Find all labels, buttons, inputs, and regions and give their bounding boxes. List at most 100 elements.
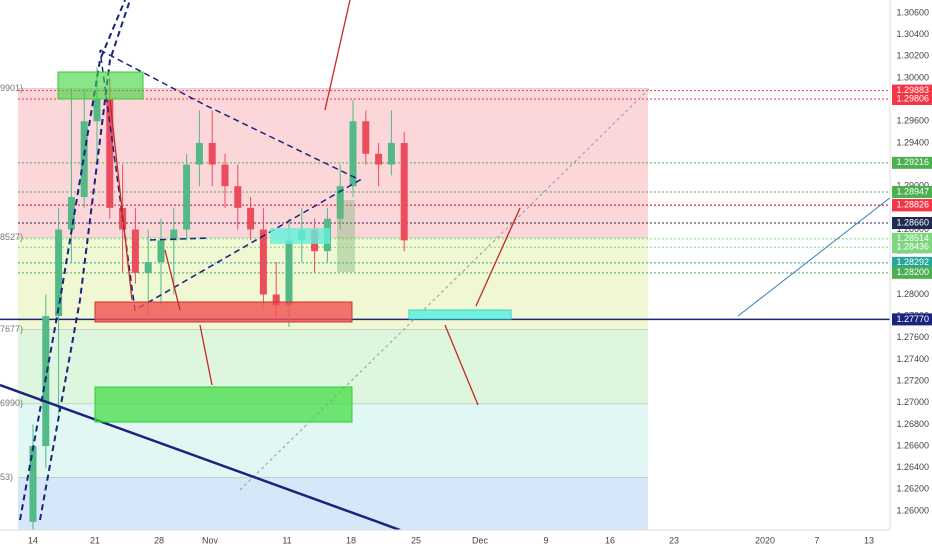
price-tag-label: 1.28292 (896, 257, 929, 267)
x-tick-label: 21 (90, 535, 100, 545)
candle-body (387, 142, 395, 165)
candle-body (55, 229, 63, 317)
candle-body (285, 240, 293, 306)
x-tick-label: 16 (605, 535, 615, 545)
y-tick-label: 1.28000 (896, 289, 929, 299)
candle-body (208, 142, 216, 165)
price-tag-label: 1.29883 (896, 85, 929, 95)
triangle (99, 49, 362, 312)
pattern-line (149, 237, 211, 241)
price-tag (892, 241, 932, 254)
candle-body (93, 99, 101, 122)
channel-line (39, 0, 131, 521)
candle-body (29, 446, 37, 522)
fib-label: 9901) (0, 83, 23, 93)
price-tag (892, 199, 932, 212)
x-tick-label: 14 (28, 535, 38, 545)
candle-body (106, 99, 114, 208)
axis-labels: 9901) 8527) 7677) 6990) 53) 1.30600 1.30400 1.3… (0, 7, 932, 545)
candle-body (80, 121, 88, 198)
drawings (0, 0, 901, 532)
candle-body (247, 207, 255, 230)
candle-body (234, 186, 242, 208)
price-tag (892, 217, 932, 230)
x-tick-label: 28 (154, 535, 164, 545)
y-tick-label: 1.26800 (896, 419, 929, 429)
price-tag-label: 1.28200 (896, 267, 929, 277)
price-tag (892, 313, 932, 326)
zone-box (94, 386, 353, 423)
price-tag-label: 1.28514 (896, 233, 929, 243)
candle-body (400, 142, 408, 241)
candle-body (170, 229, 178, 241)
time-axis (0, 530, 932, 550)
price-tag-label: 1.29216 (896, 157, 929, 167)
x-tick-label: 23 (669, 535, 679, 545)
arrows (109, 0, 521, 406)
x-tick-label: 7 (814, 535, 819, 545)
candle-body (144, 262, 152, 273)
fib-label: 8527) (0, 232, 23, 242)
fib-zone (18, 477, 648, 530)
y-tick-label: 1.30400 (896, 29, 929, 39)
x-tick-label: 2020 (755, 535, 775, 545)
price-tag-label: 1.27770 (896, 314, 929, 324)
candle-body (67, 197, 75, 230)
y-tick-label: 1.30600 (896, 7, 929, 17)
y-tick-label: 1.29400 (896, 137, 929, 147)
candle-body (349, 121, 357, 187)
zone-box (57, 71, 144, 100)
y-tick-label: 1.29600 (896, 116, 929, 126)
candle-body (183, 164, 191, 230)
price-tag (892, 185, 932, 198)
x-tick-label: 18 (346, 535, 356, 545)
price-tag-label: 1.28436 (896, 242, 929, 252)
y-tick-label: 1.27000 (896, 397, 929, 407)
y-tick-label: 1.26400 (896, 462, 929, 472)
y-tick-label: 1.26200 (896, 484, 929, 494)
candle-body (157, 240, 165, 263)
zone-box (337, 200, 355, 272)
y-tick-label: 1.27200 (896, 375, 929, 385)
price-tag (892, 156, 932, 169)
fib-zones (18, 88, 648, 530)
y-tick-label: 1.30000 (896, 72, 929, 82)
candle-body (195, 142, 203, 165)
y-tick-label: 1.29000 (896, 181, 929, 191)
y-tick-label: 1.27400 (896, 354, 929, 364)
candle-body (362, 121, 370, 154)
x-tick-label: 11 (282, 535, 291, 545)
x-tick-label: 9 (543, 535, 548, 545)
x-tick-label: 25 (411, 535, 421, 545)
price-tag (892, 266, 932, 279)
y-tick-label: 1.27600 (896, 332, 929, 342)
candle-body (375, 153, 383, 165)
price-tag (892, 92, 932, 105)
candle-body (131, 229, 139, 273)
trend-line (0, 383, 401, 532)
x-tick-label: Dec (472, 535, 489, 545)
price-tag-label: 1.28660 (896, 217, 929, 227)
y-tick-label: 1.30200 (896, 51, 929, 61)
price-tag-label: 1.28826 (896, 199, 929, 209)
fib-label: 7677) (0, 324, 23, 334)
price-tag-label: 1.28947 (896, 186, 929, 196)
zone-box (408, 309, 512, 320)
fib-label: 53) (0, 472, 13, 482)
fib-label: 6990) (0, 398, 23, 408)
trend-line (737, 189, 901, 317)
candle-body (221, 164, 229, 187)
x-tick-label: Nov (202, 535, 219, 545)
channel-line (19, 0, 126, 521)
y-tick-label: 1.26000 (896, 505, 929, 515)
y-tick-label: 1.26600 (896, 440, 929, 450)
zone-box (94, 301, 353, 323)
candle-body (272, 294, 280, 306)
candle-body (259, 229, 267, 295)
price-tag (892, 256, 932, 269)
zone-box (270, 228, 330, 244)
price-tag-label: 1.29806 (896, 93, 929, 103)
x-tick-label: 13 (864, 535, 874, 545)
candle-body (336, 186, 344, 219)
